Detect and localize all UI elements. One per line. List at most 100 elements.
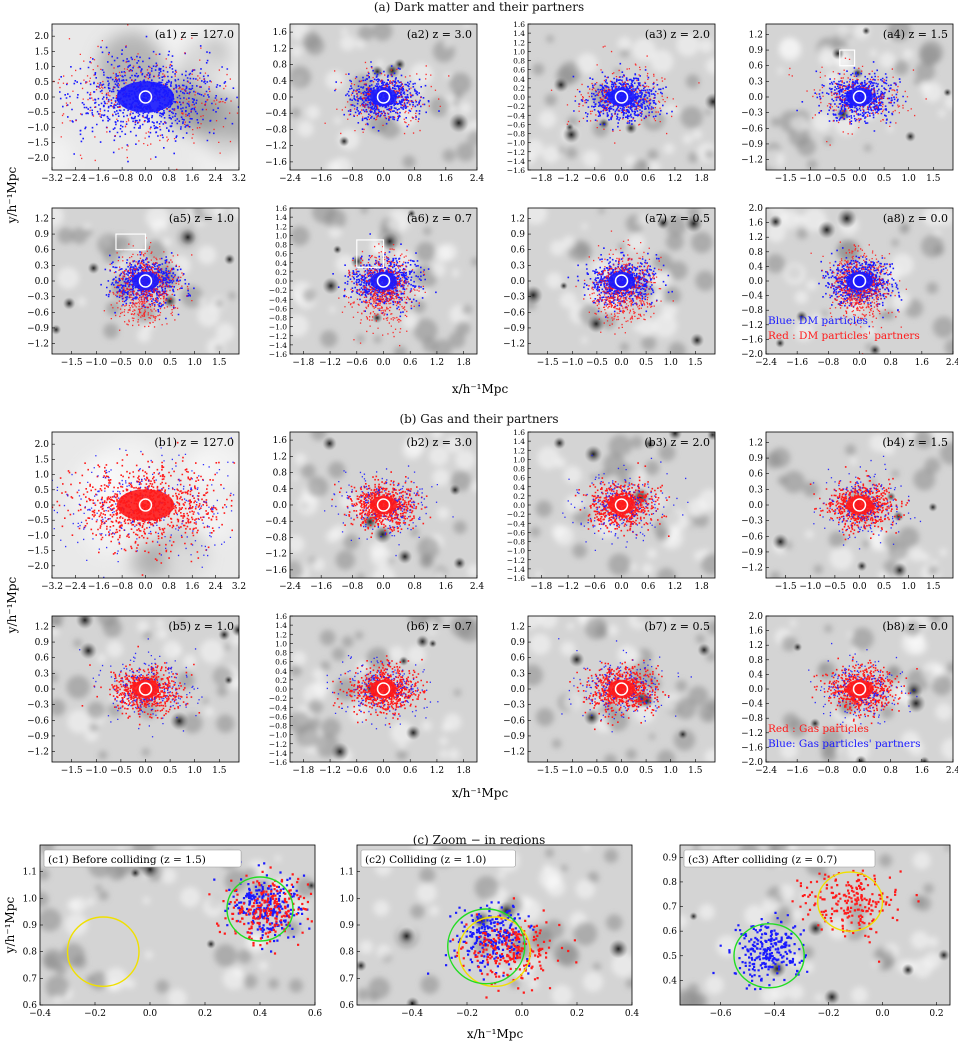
panel-label: (c3) After colliding (z = 0.7): [688, 854, 837, 866]
x-tick-label: −2.4: [279, 582, 301, 592]
x-tick-label: 0.2: [198, 1009, 212, 1019]
x-tick-label: −1.5: [775, 174, 797, 184]
x-tick-label: −1.2: [557, 174, 579, 184]
x-tick-label: −2.4: [64, 174, 86, 184]
x-tick-label: 0.5: [639, 766, 654, 776]
green-circle: [447, 908, 526, 985]
x-tick-label: 0.5: [877, 582, 892, 592]
y-tick-label: −0.8: [269, 722, 287, 731]
x-tick-label: −0.6: [346, 358, 368, 368]
x-tick-label: 0.8: [408, 582, 423, 592]
x-tick-label: −0.5: [586, 766, 608, 776]
y-tick-label: 0.8: [749, 656, 764, 666]
y-tick-label: −1.2: [507, 556, 525, 565]
y-tick-label: 1.2: [513, 38, 525, 47]
x-tick-label: 1.2: [430, 766, 444, 776]
y-tick-label: 1.2: [273, 44, 287, 54]
core-cloud: [608, 271, 635, 291]
x-tick-label: 0.0: [515, 1009, 530, 1019]
y-tick-label: −1.4: [269, 749, 287, 758]
halo-center-circle: [614, 682, 629, 696]
x-tick-label: 2.4: [208, 582, 223, 592]
y-tick-label: 0.6: [275, 658, 287, 667]
panel-label: (a5) z = 1.0: [169, 212, 234, 225]
y-tick-label: 1.2: [35, 622, 49, 632]
halo-center-circle: [138, 90, 153, 104]
x-tick-label: 1.6: [439, 582, 454, 592]
y-tick-label: −0.3: [741, 517, 763, 527]
x-tick-label: −1.2: [557, 582, 579, 592]
x-tick-label: 1.8: [456, 766, 471, 776]
y-tick-label: −1.2: [269, 740, 287, 749]
y-tick-label: 0.9: [340, 921, 355, 931]
y-tick-label: 0.2: [275, 676, 287, 685]
section-title-c: (c) Zoom − in regions: [412, 833, 546, 847]
y-tick-label: 0.4: [749, 262, 764, 272]
legend-entry: Red : Gas particles: [768, 723, 869, 735]
x-tick-label: 0.0: [852, 358, 867, 368]
y-tick-label: 0.6: [663, 927, 678, 937]
y-tick-label: 0.6: [511, 654, 526, 664]
partner-particles: [575, 230, 674, 335]
y-tick-label: 0.3: [511, 261, 526, 271]
y-tick-label: 0.6: [23, 1001, 38, 1011]
x-tick-label: −3.2: [41, 582, 63, 592]
y-tick-label: −0.9: [503, 324, 525, 334]
x-tick-label: 0.0: [614, 582, 629, 592]
x-tick-label: −2.4: [755, 358, 777, 368]
y-tick-label: −2.0: [27, 154, 49, 164]
y-tick-label: −0.6: [507, 528, 525, 537]
panel-label: (a6) z = 0.7: [407, 212, 472, 225]
y-tick-label: 0.0: [273, 501, 288, 511]
x-tick-label: −1.0: [799, 174, 821, 184]
x-tick-label: 0.8: [162, 174, 177, 184]
y-tick-label: −2.0: [741, 350, 763, 360]
halo-center-circle: [376, 682, 391, 696]
y-tick-label: −0.8: [741, 306, 763, 316]
panel-b3: −1.8 −1.2 −0.6 0.0 0.6 1.2 1.81.61.41.21.00.80…: [507, 428, 716, 592]
panel-label: (a2) z = 3.0: [407, 28, 472, 41]
y-tick-label: −1.4: [507, 157, 525, 166]
x-tick-label: 2.4: [470, 582, 485, 592]
y-tick-label: 0.6: [35, 246, 50, 256]
x-tick-label: 0.8: [884, 766, 899, 776]
halo-center-circle: [852, 682, 867, 696]
x-tick-label: −1.0: [85, 358, 107, 368]
legend-entry: Blue: Gas particles' partners: [768, 738, 921, 750]
y-tick-label: −1.2: [265, 142, 287, 152]
x-tick-label: 0.6: [641, 174, 656, 184]
y-tick-label: 2.0: [35, 32, 50, 42]
zoom-region-box: [115, 233, 147, 251]
y-tick-label: 1.4: [513, 437, 525, 446]
y-tick-label: 1.6: [749, 627, 764, 637]
y-tick-label: 0.8: [275, 241, 287, 250]
y-tick-label: 1.5: [35, 455, 50, 465]
y-tick-label: −0.9: [503, 732, 525, 742]
y-tick-label: 0.6: [511, 246, 526, 256]
panel-label: (a1) z = 127.0: [155, 28, 234, 41]
y-tick-label: 1.2: [275, 630, 287, 639]
y-tick-label: 0.0: [749, 685, 764, 695]
y-tick-label: 1.0: [340, 894, 355, 904]
x-tick-label: −0.6: [710, 1009, 732, 1019]
y-tick-label: −1.0: [269, 323, 287, 332]
y-tick-label: −0.5: [27, 108, 49, 118]
y-tick-label: −2.0: [27, 562, 49, 572]
panel-label-box: [360, 849, 516, 868]
x-tick-label: 0.0: [376, 582, 391, 592]
y-tick-label: −1.0: [27, 123, 49, 133]
y-tick-label: −0.3: [503, 701, 525, 711]
x-tick-label: 0.6: [403, 358, 418, 368]
y-tick-label: −0.8: [741, 714, 763, 724]
x-tick-label: −1.2: [319, 358, 341, 368]
x-tick-label: 3.2: [232, 582, 246, 592]
y-tick-label: 1.2: [275, 222, 287, 231]
partner-particles: [562, 454, 689, 551]
y-tick-label: 0.0: [749, 501, 764, 511]
y-tick-label: 1.5: [35, 47, 50, 57]
y-axis-label-c: y/h⁻¹Mpc: [3, 897, 17, 955]
x-tick-label: 1.0: [664, 358, 679, 368]
y-tick-label: 0.6: [35, 654, 50, 664]
halo-center-circle: [376, 90, 391, 104]
